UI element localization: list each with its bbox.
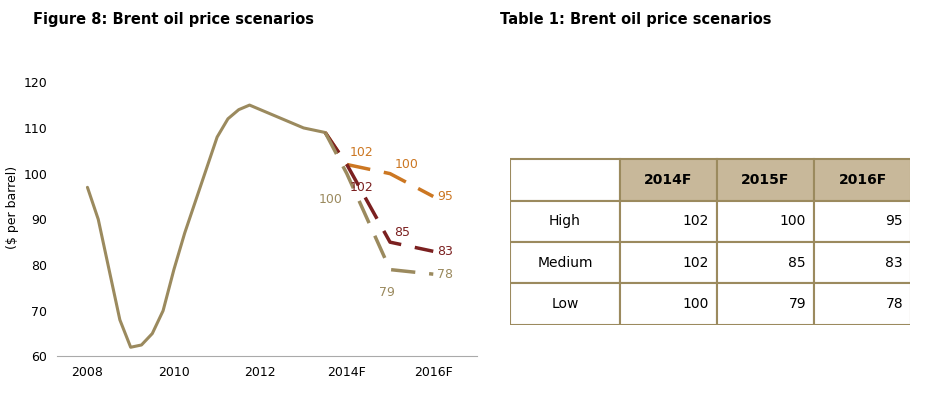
Text: 2015F: 2015F <box>741 173 789 187</box>
Text: 83: 83 <box>437 245 453 258</box>
Bar <box>813 159 910 201</box>
Text: 78: 78 <box>437 268 453 281</box>
Text: 85: 85 <box>787 256 805 270</box>
Text: 78: 78 <box>884 297 902 311</box>
Bar <box>716 242 813 284</box>
Text: 83: 83 <box>884 256 902 270</box>
Bar <box>509 201 620 242</box>
Text: 95: 95 <box>884 214 902 228</box>
Bar <box>620 201 716 242</box>
Bar <box>620 159 716 201</box>
Text: 100: 100 <box>318 193 343 206</box>
Bar <box>509 242 620 284</box>
Text: 100: 100 <box>682 297 708 311</box>
Text: 102: 102 <box>349 146 373 159</box>
Text: 102: 102 <box>349 181 373 194</box>
Bar <box>620 284 716 325</box>
Bar <box>509 159 620 201</box>
Bar <box>620 242 716 284</box>
Bar <box>716 159 813 201</box>
Text: 2016F: 2016F <box>838 173 885 187</box>
Text: Figure 8: Brent oil price scenarios: Figure 8: Brent oil price scenarios <box>33 12 314 27</box>
Text: Low: Low <box>550 297 578 311</box>
Text: 102: 102 <box>682 214 708 228</box>
Bar <box>813 242 910 284</box>
Bar <box>813 201 910 242</box>
Text: Medium: Medium <box>537 256 592 270</box>
Text: 79: 79 <box>379 286 395 299</box>
Bar <box>813 284 910 325</box>
Text: High: High <box>548 214 580 228</box>
Text: 100: 100 <box>779 214 805 228</box>
Y-axis label: ($ per barrel): ($ per barrel) <box>7 166 19 249</box>
Text: 79: 79 <box>787 297 805 311</box>
Text: Table 1: Brent oil price scenarios: Table 1: Brent oil price scenarios <box>500 12 771 27</box>
Bar <box>716 284 813 325</box>
Text: 102: 102 <box>682 256 708 270</box>
Text: 2014F: 2014F <box>644 173 692 187</box>
Text: 85: 85 <box>394 227 409 240</box>
Text: 95: 95 <box>437 190 453 203</box>
Bar <box>716 201 813 242</box>
Bar <box>509 284 620 325</box>
Text: 100: 100 <box>394 158 418 171</box>
